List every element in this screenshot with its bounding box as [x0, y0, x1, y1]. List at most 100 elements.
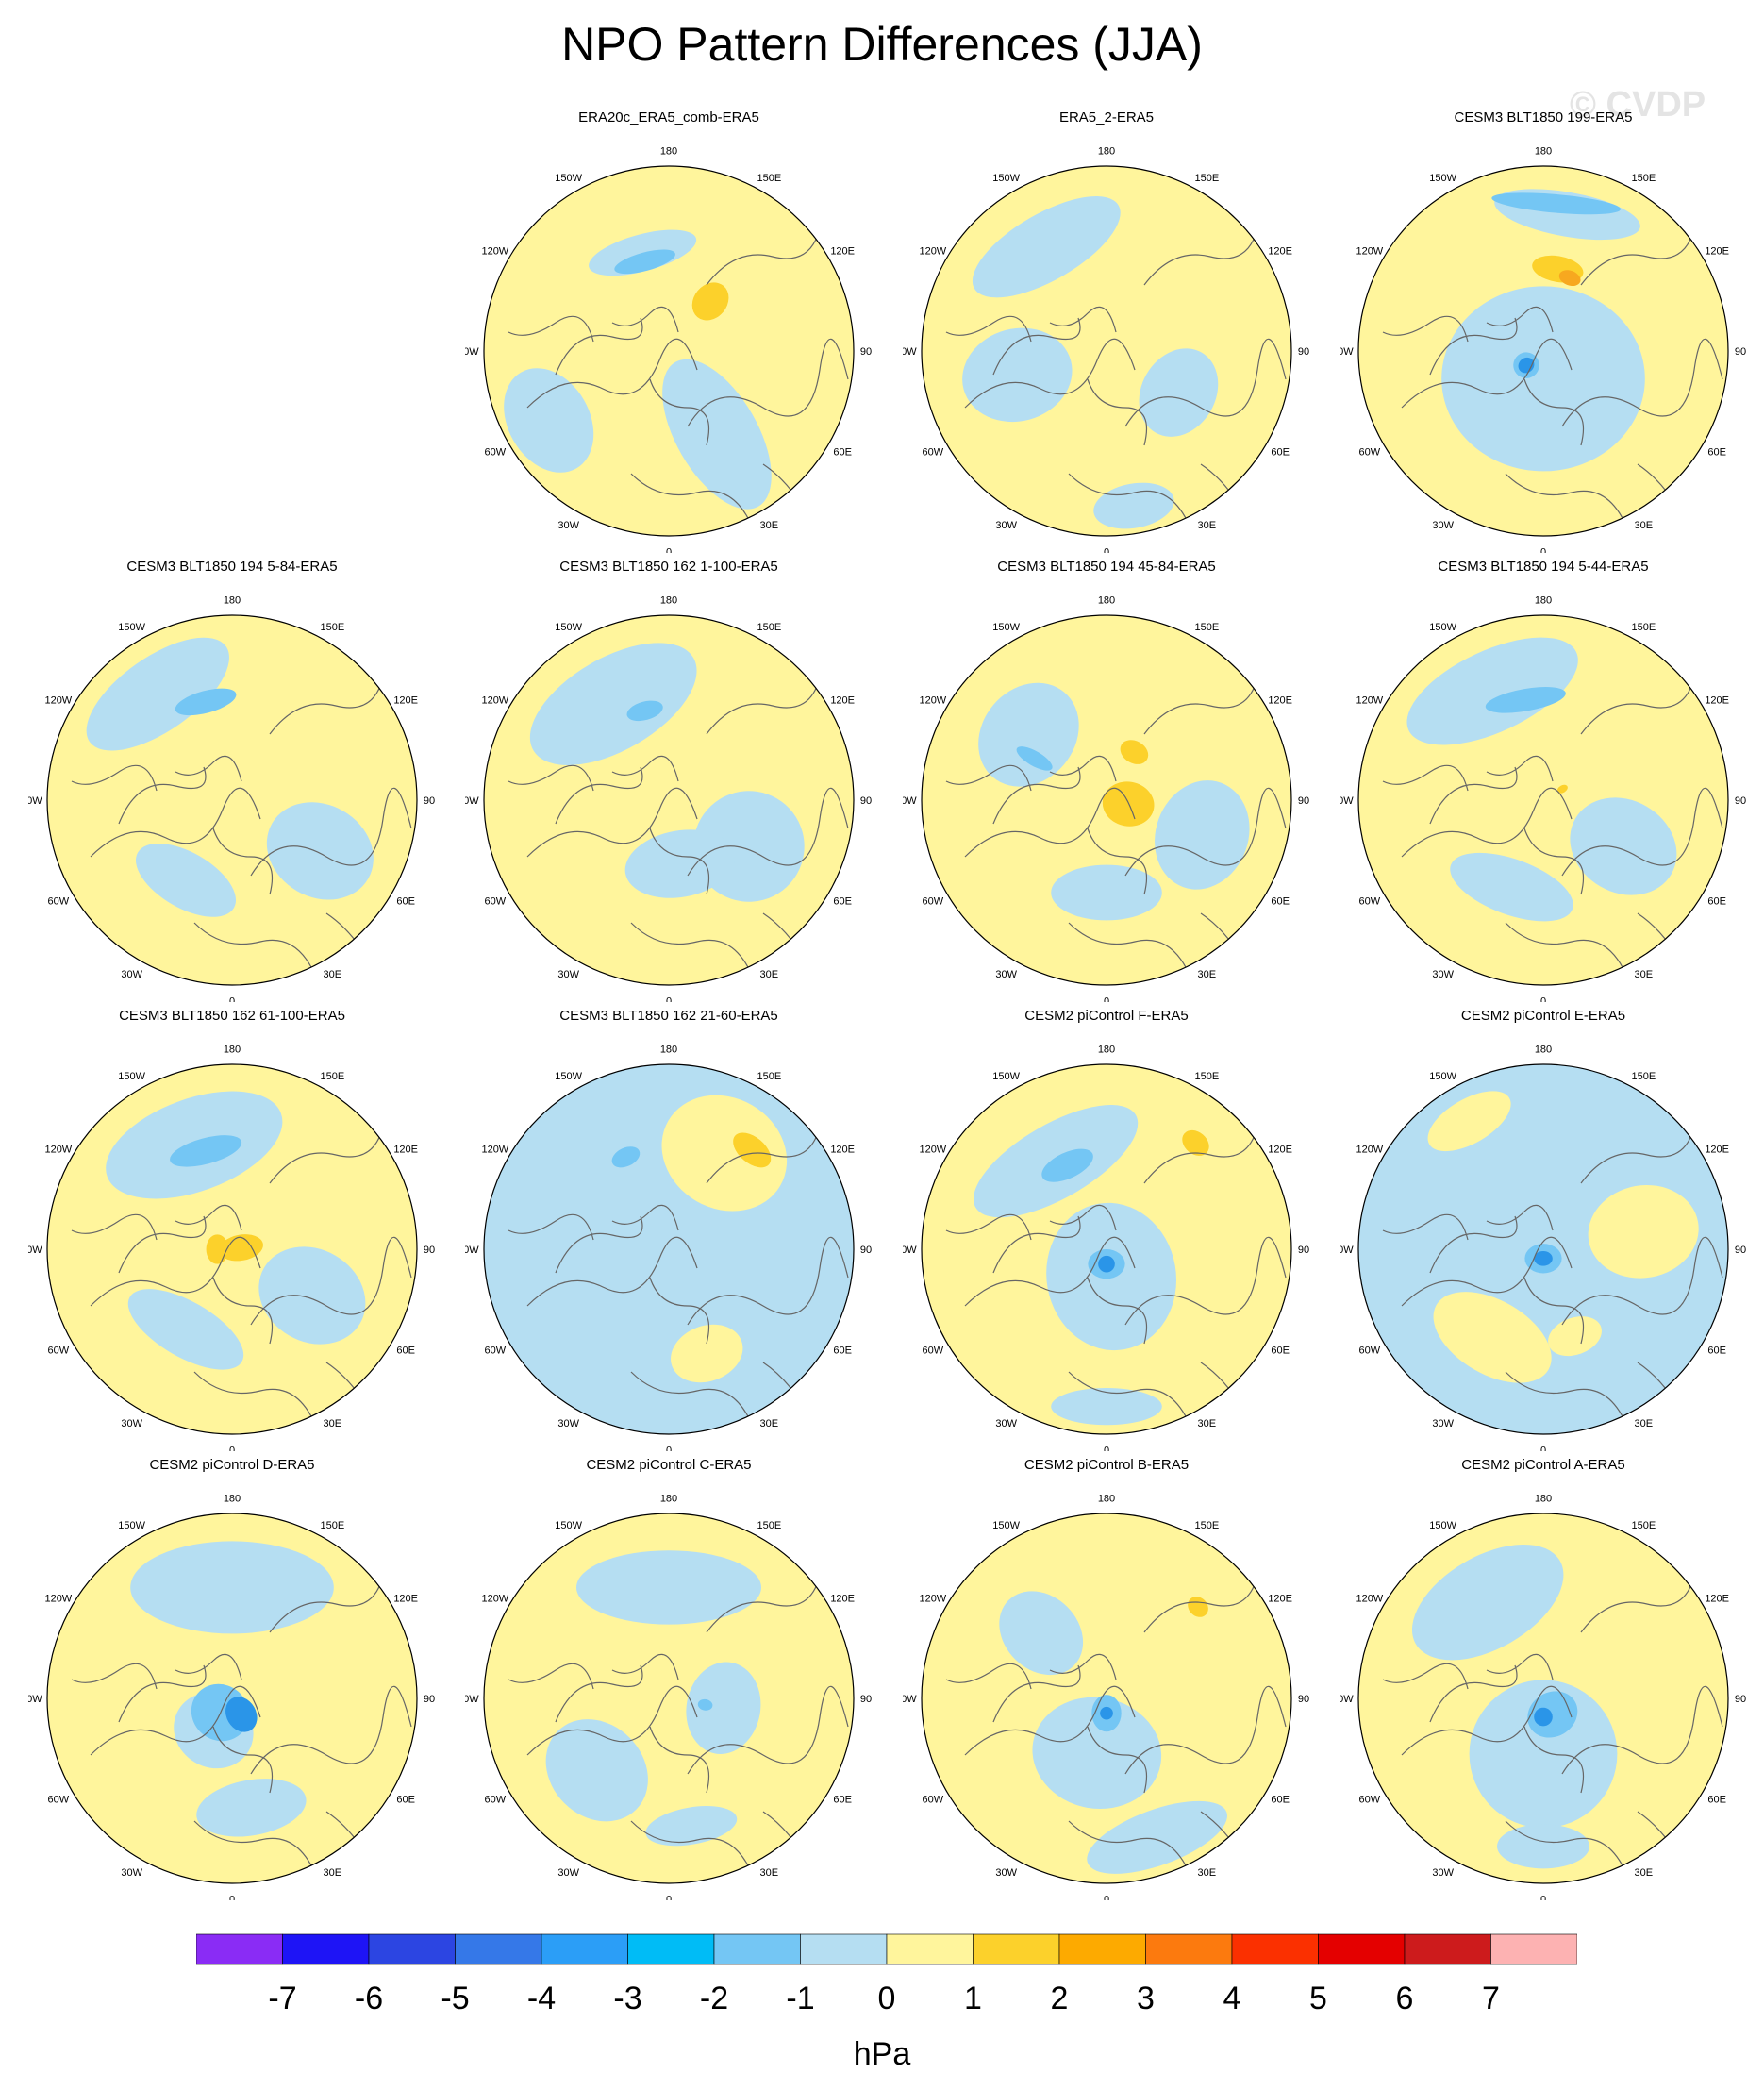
anomaly-contour	[1100, 1706, 1113, 1720]
anomaly-contour	[1087, 1800, 1227, 1874]
colorbar-swatch	[1145, 1933, 1233, 1965]
longitude-label: 120E	[393, 1594, 418, 1605]
longitude-label: 150E	[757, 173, 781, 184]
longitude-label: 60E	[833, 446, 852, 458]
longitude-label: 90W	[1340, 1245, 1354, 1256]
coastline	[175, 1204, 242, 1231]
coastline	[687, 338, 849, 427]
longitude-label: 90W	[28, 1245, 42, 1256]
longitude-label: 30W	[995, 1418, 1017, 1429]
colorbar-swatch	[1058, 1933, 1146, 1965]
map-background	[47, 615, 417, 985]
longitude-label: 30E	[760, 969, 779, 980]
anomaly-contour	[127, 1289, 244, 1370]
coastline	[193, 1820, 318, 1879]
map-background	[922, 615, 1291, 985]
longitude-label: 30W	[1432, 969, 1454, 980]
panel-title: ERA5_2-ERA5	[1058, 109, 1155, 125]
coastline	[1087, 378, 1148, 446]
longitude-label: 30E	[1198, 1867, 1217, 1879]
coastline	[508, 315, 594, 343]
coastline	[193, 1371, 318, 1429]
anomaly-contour	[1548, 1316, 1602, 1357]
colorbar-tick-label: 1	[964, 1981, 982, 2016]
polar-map: 180 150E 120E 90E 60E 30E 0 30W 60W 90W 120W 150W	[28, 594, 436, 1002]
coastline	[1429, 1215, 1518, 1274]
longitude-label: 0	[1104, 1446, 1109, 1451]
panel-title: ERA20c_ERA5_comb-ERA5	[578, 109, 759, 125]
longitude-label: 30E	[1635, 1418, 1654, 1429]
coastline	[1049, 1204, 1117, 1231]
polar-map: 180 150E 120E 90E 60E 30E 0 30W 60W 90W 120W 150W	[903, 1044, 1310, 1451]
coastline	[250, 1236, 412, 1326]
longitude-label: 180	[1098, 1493, 1115, 1504]
longitude-label: 90E	[1298, 1694, 1310, 1705]
coastline	[1429, 317, 1518, 376]
coastline	[630, 1371, 755, 1429]
longitude-label: 180	[660, 594, 677, 606]
anomaly-contour	[1102, 781, 1155, 827]
longitude-label: 30W	[121, 1867, 142, 1879]
longitude-label: 0	[1540, 1446, 1546, 1451]
panel-title: CESM3 BLT1850 194 5-84-ERA5	[126, 559, 338, 575]
colorbar-tick-label: 0	[878, 1981, 896, 2016]
coastline	[118, 766, 207, 825]
panel-title: CESM2 piControl B-ERA5	[1023, 1457, 1190, 1473]
coastline	[1486, 1204, 1554, 1231]
anomaly-contour	[170, 1135, 242, 1167]
longitude-label: 60W	[923, 1345, 944, 1356]
coastline	[945, 1663, 1032, 1690]
coastline	[964, 787, 1136, 858]
coastline	[90, 1236, 261, 1307]
anomaly-contour	[1139, 348, 1219, 437]
anomaly-contour	[671, 1324, 743, 1383]
longitude-label: 120E	[1268, 1145, 1292, 1156]
longitude-label: 120W	[919, 1145, 946, 1156]
anomaly-contour	[1032, 1697, 1162, 1810]
longitude-label: 60W	[1359, 1794, 1381, 1805]
longitude-label: 60W	[485, 1794, 507, 1805]
longitude-label: 180	[660, 145, 677, 157]
panel-title: CESM3 BLT1850 162 1-100-ERA5	[559, 559, 778, 575]
colorbar-swatch	[1490, 1933, 1577, 1965]
anomaly-contour	[1450, 852, 1573, 922]
polar-map: 180 150E 120E 90E 60E 30E 0 30W 60W 90W 120W 150W	[465, 1044, 873, 1451]
coastline	[526, 1236, 698, 1307]
colorbar-tick-label: -1	[786, 1981, 814, 2016]
coastline	[1401, 787, 1573, 858]
longitude-label: 150E	[1631, 1520, 1656, 1531]
coastline	[90, 787, 261, 858]
coastline	[1382, 764, 1469, 792]
coastline	[1068, 1371, 1192, 1429]
coastline	[1401, 1685, 1573, 1756]
anomaly-contour	[1534, 1707, 1553, 1727]
longitude-label: 120E	[830, 1145, 855, 1156]
map-panel: CESM2 piControl F-ERA5 180 150E 120E 90E 60E 3…	[903, 1008, 1310, 1451]
longitude-label: 120E	[1705, 695, 1729, 707]
longitude-label: 150E	[1194, 622, 1219, 633]
map-boundary	[483, 1063, 855, 1435]
coastline	[212, 1277, 274, 1345]
coastline	[1068, 473, 1192, 531]
longitude-label: 120W	[481, 1594, 508, 1605]
colorbar-swatch	[282, 1933, 370, 1965]
coastline	[250, 1685, 412, 1775]
coastline	[1049, 306, 1117, 333]
anomaly-contour	[645, 1806, 738, 1847]
longitude-label: 60E	[833, 895, 852, 907]
coastline	[687, 1685, 849, 1775]
anomaly-contour	[662, 359, 772, 510]
coastline	[555, 766, 643, 825]
longitude-label: 30E	[1635, 969, 1654, 980]
coastline	[526, 338, 698, 409]
longitude-label: 60E	[1271, 895, 1290, 907]
longitude-label: 90E	[1735, 1245, 1747, 1256]
map-panel: CESM3 BLT1850 162 21-60-ERA5 180 150E 120E 9…	[465, 1008, 873, 1451]
coastline	[508, 1663, 594, 1690]
longitude-label: 120E	[393, 1145, 418, 1156]
map-boundary	[1357, 614, 1729, 986]
longitude-label: 90W	[903, 795, 917, 807]
longitude-label: 0	[229, 1895, 235, 1900]
anomaly-contour	[1041, 1148, 1093, 1182]
colorbar-swatch	[541, 1933, 628, 1965]
